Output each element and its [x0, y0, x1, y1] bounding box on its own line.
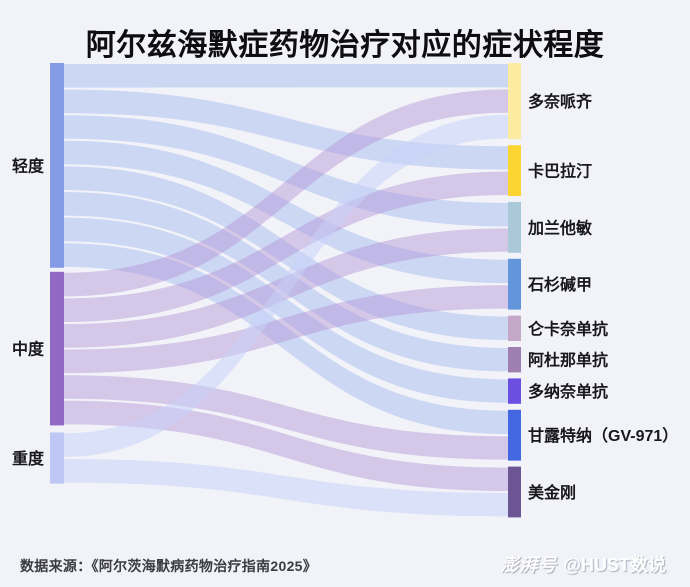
- node-label-right-0: 多奈哌齐: [528, 92, 593, 111]
- sankey-node-right-1: [508, 145, 521, 196]
- node-label-right-4: 仑卡奈单抗: [528, 319, 608, 338]
- sankey-node-left-2: [50, 432, 64, 484]
- node-label-right-1: 卡巴拉汀: [528, 162, 592, 181]
- sankey-link-1-0: [64, 89, 508, 297]
- sankey-node-right-7: [508, 409, 521, 461]
- node-label-left-0: 轻度: [12, 156, 45, 175]
- data-source-note: 数据来源：《阿尔茨海默病药物治疗指南2025》: [20, 558, 318, 574]
- node-label-right-3: 石杉碱甲: [527, 275, 592, 294]
- sankey-node-left-0: [50, 63, 64, 268]
- watermark-brand: 澎湃号: [500, 555, 558, 575]
- sankey-link-1-1: [64, 171, 508, 322]
- node-label-right-6: 多纳奈单抗: [528, 382, 608, 401]
- sankey-link-0-6: [64, 217, 508, 403]
- sankey-node-right-5: [508, 347, 521, 373]
- sankey-link-2-0: [64, 114, 508, 458]
- sankey-link-0-2: [64, 115, 508, 227]
- sankey-node-right-4: [508, 315, 521, 341]
- sankey-link-0-7: [64, 243, 508, 435]
- sankey-link-1-8: [64, 400, 508, 491]
- watermark-handle: @HUST数说: [563, 555, 666, 575]
- sankey-node-right-2: [508, 202, 521, 253]
- sankey-link-1-3: [64, 285, 508, 374]
- sankey-node-right-8: [508, 466, 521, 518]
- sankey-link-0-3: [64, 140, 508, 284]
- sankey-node-right-0: [508, 63, 521, 140]
- watermark: 澎湃号 @HUST数说: [500, 551, 666, 577]
- sankey-node-right-3: [508, 258, 521, 310]
- node-label-left-2: 重度: [12, 449, 45, 468]
- sankey-link-0-0: [64, 64, 508, 88]
- sankey-link-2-8: [64, 459, 508, 517]
- node-label-right-7: 甘露特纳（GV-971）: [528, 426, 678, 445]
- sankey-link-1-7: [64, 375, 508, 460]
- node-label-left-1: 中度: [12, 340, 45, 359]
- node-label-right-2: 加兰他敏: [527, 218, 593, 237]
- node-label-right-8: 美金刚: [528, 483, 576, 502]
- sankey-link-0-4: [64, 166, 508, 340]
- node-label-right-5: 阿杜那单抗: [528, 351, 608, 370]
- sankey-node-left-1: [50, 271, 64, 426]
- sankey-node-right-6: [508, 378, 521, 404]
- chart-title: 阿尔兹海默症药物治疗对应的症状程度: [85, 29, 605, 62]
